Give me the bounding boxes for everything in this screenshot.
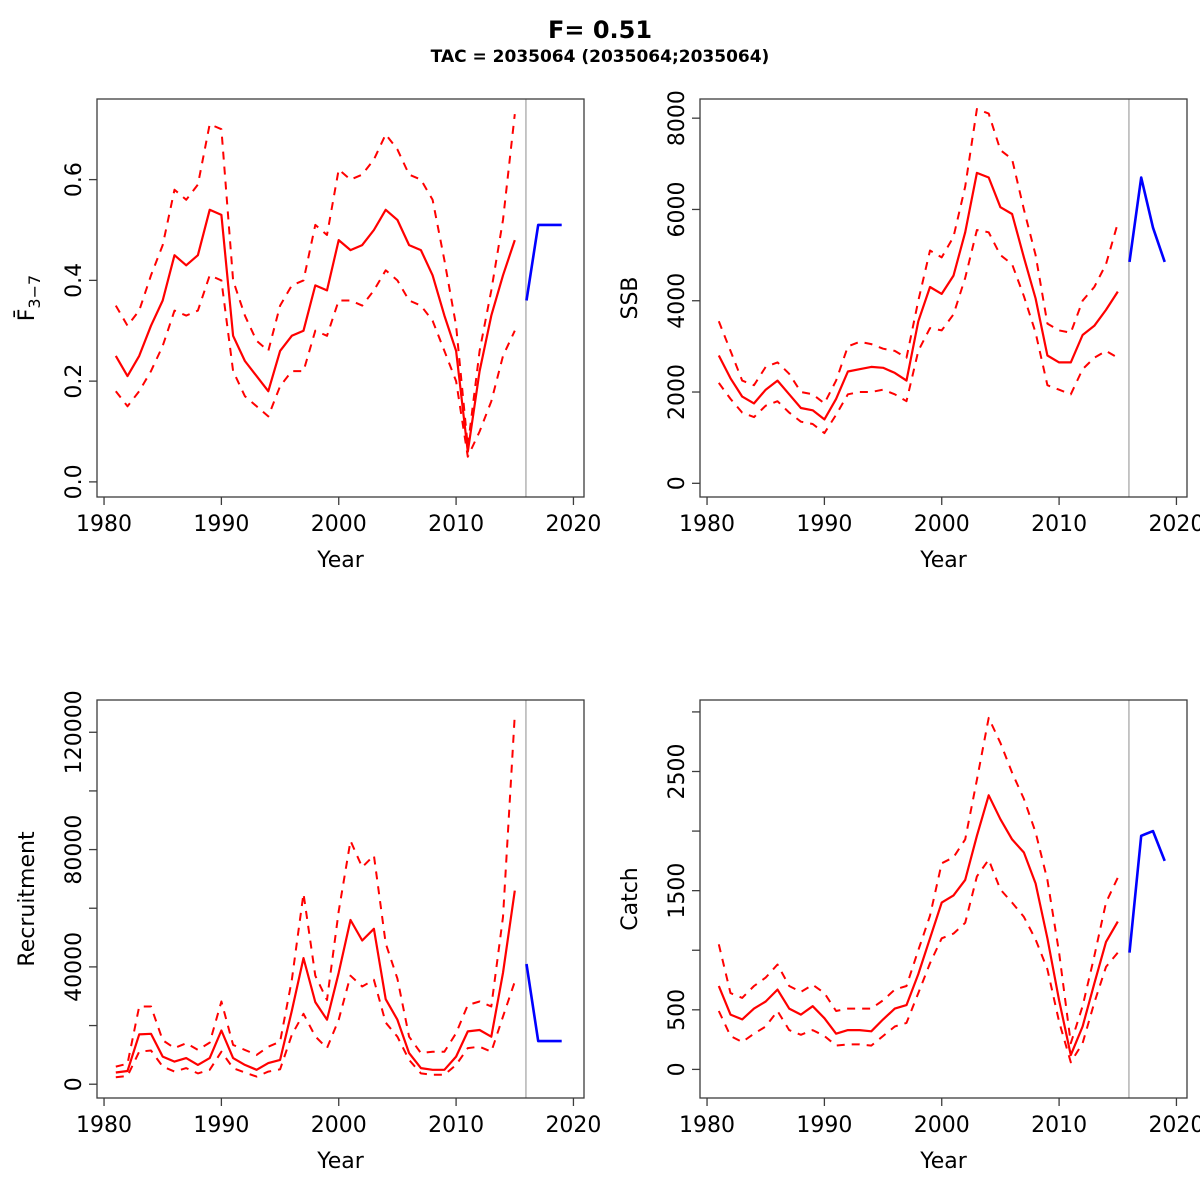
catch-upper-ci-line xyxy=(717,716,1119,1045)
ssb-x-axis-title: Year xyxy=(919,548,968,573)
catch-y-axis-title: Catch xyxy=(618,867,643,931)
catch-lower-ci-line xyxy=(717,858,1119,1064)
fbar-lower-ci-line xyxy=(115,269,516,458)
ssb-median-line xyxy=(717,171,1119,421)
recruitment-forecast-line xyxy=(525,963,562,1043)
figure-subtitle: TAC = 2035064 (2035064;2035064) xyxy=(430,47,770,67)
x-tick-label: 1980 xyxy=(679,1113,735,1138)
x-tick-label: 1990 xyxy=(193,1113,249,1138)
recruitment-x-axis-title: Year xyxy=(316,1149,365,1174)
x-tick-label: 2010 xyxy=(428,1113,484,1138)
recruitment-upper-ci-line xyxy=(115,714,516,1068)
ssb-forecast-plot: 1980 1990 2000 2010 2020 0 2000 4000 6000 8000 Yea… xyxy=(618,90,1200,573)
fbar-median-line xyxy=(114,208,516,453)
fbar-forecast-line xyxy=(525,223,562,301)
x-tick-label: 2020 xyxy=(1148,1113,1200,1138)
y-tick-label: 8000 xyxy=(665,90,690,146)
y-tick-label: 0 xyxy=(665,1062,690,1076)
y-tick-label: 120000 xyxy=(62,690,87,774)
fbar-upper-ci-line xyxy=(114,113,516,448)
y-tick-label: 6000 xyxy=(665,181,690,237)
y-tick-label: 4000 xyxy=(665,273,690,329)
y-tick-label: 40000 xyxy=(62,932,87,1002)
catch-forecast-plot: 1980 1990 2000 2010 2020 0 500 1500 2500 Year Catc… xyxy=(618,699,1200,1174)
x-tick-label: 2000 xyxy=(311,512,367,537)
recruitment-lower-ci-line xyxy=(115,974,516,1079)
recruitment-forecast-plot: 1980 1990 2000 2010 2020 0 40000 80000 120000 Yea… xyxy=(15,690,601,1174)
y-tick-label: 0 xyxy=(665,476,690,490)
x-tick-label: 2000 xyxy=(914,1113,970,1138)
x-tick-label: 2020 xyxy=(545,1113,601,1138)
recruitment-median-line xyxy=(115,890,516,1074)
x-tick-label: 1980 xyxy=(76,512,132,537)
y-tick-label: 2500 xyxy=(665,743,690,799)
catch-median-line xyxy=(717,794,1119,1057)
x-tick-label: 2020 xyxy=(1148,512,1200,537)
catch-x-axis-title: Year xyxy=(919,1149,968,1174)
x-tick-label: 1990 xyxy=(796,512,852,537)
x-tick-label: 2000 xyxy=(914,512,970,537)
recruitment-plot-box xyxy=(96,699,585,1099)
y-tick-label: 1500 xyxy=(665,863,690,919)
x-tick-label: 1990 xyxy=(796,1113,852,1138)
fbar-y-axis-title: F̄3−7 xyxy=(14,275,44,321)
figure-title: F= 0.51 xyxy=(547,16,653,44)
x-tick-label: 2010 xyxy=(1031,512,1087,537)
x-tick-label: 2010 xyxy=(428,512,484,537)
x-tick-label: 2010 xyxy=(1031,1113,1087,1138)
y-tick-label: 0.0 xyxy=(62,464,87,499)
y-tick-label: 0.2 xyxy=(62,364,87,399)
fbar-plot-box xyxy=(96,98,585,498)
x-tick-label: 1980 xyxy=(76,1113,132,1138)
y-tick-label: 0.4 xyxy=(62,263,87,298)
x-tick-label: 1990 xyxy=(193,512,249,537)
fbar-x-axis-title: Year xyxy=(316,548,365,573)
y-tick-label: 0.6 xyxy=(62,162,87,197)
ssb-forecast-line xyxy=(1128,176,1166,263)
y-tick-label: 80000 xyxy=(62,815,87,885)
catch-forecast-line xyxy=(1128,829,1166,953)
catch-plot-box xyxy=(699,699,1188,1099)
ssb-upper-ci-line xyxy=(717,108,1119,405)
y-tick-label: 2000 xyxy=(665,364,690,420)
ssb-y-axis-title: SSB xyxy=(618,276,643,319)
x-tick-label: 2020 xyxy=(545,512,601,537)
x-tick-label: 1980 xyxy=(679,512,735,537)
y-tick-label: 0 xyxy=(62,1077,87,1091)
y-tick-label: 500 xyxy=(665,989,690,1031)
fbar-forecast-plot: 1980 1990 2000 2010 2020 0.0 0.2 0.4 0.6 Year F̄3−… xyxy=(14,98,601,573)
ssb-lower-ci-line xyxy=(717,229,1119,435)
x-tick-label: 2000 xyxy=(311,1113,367,1138)
recruitment-y-axis-title: Recruitment xyxy=(15,831,40,967)
ssb-plot-box xyxy=(699,98,1188,498)
